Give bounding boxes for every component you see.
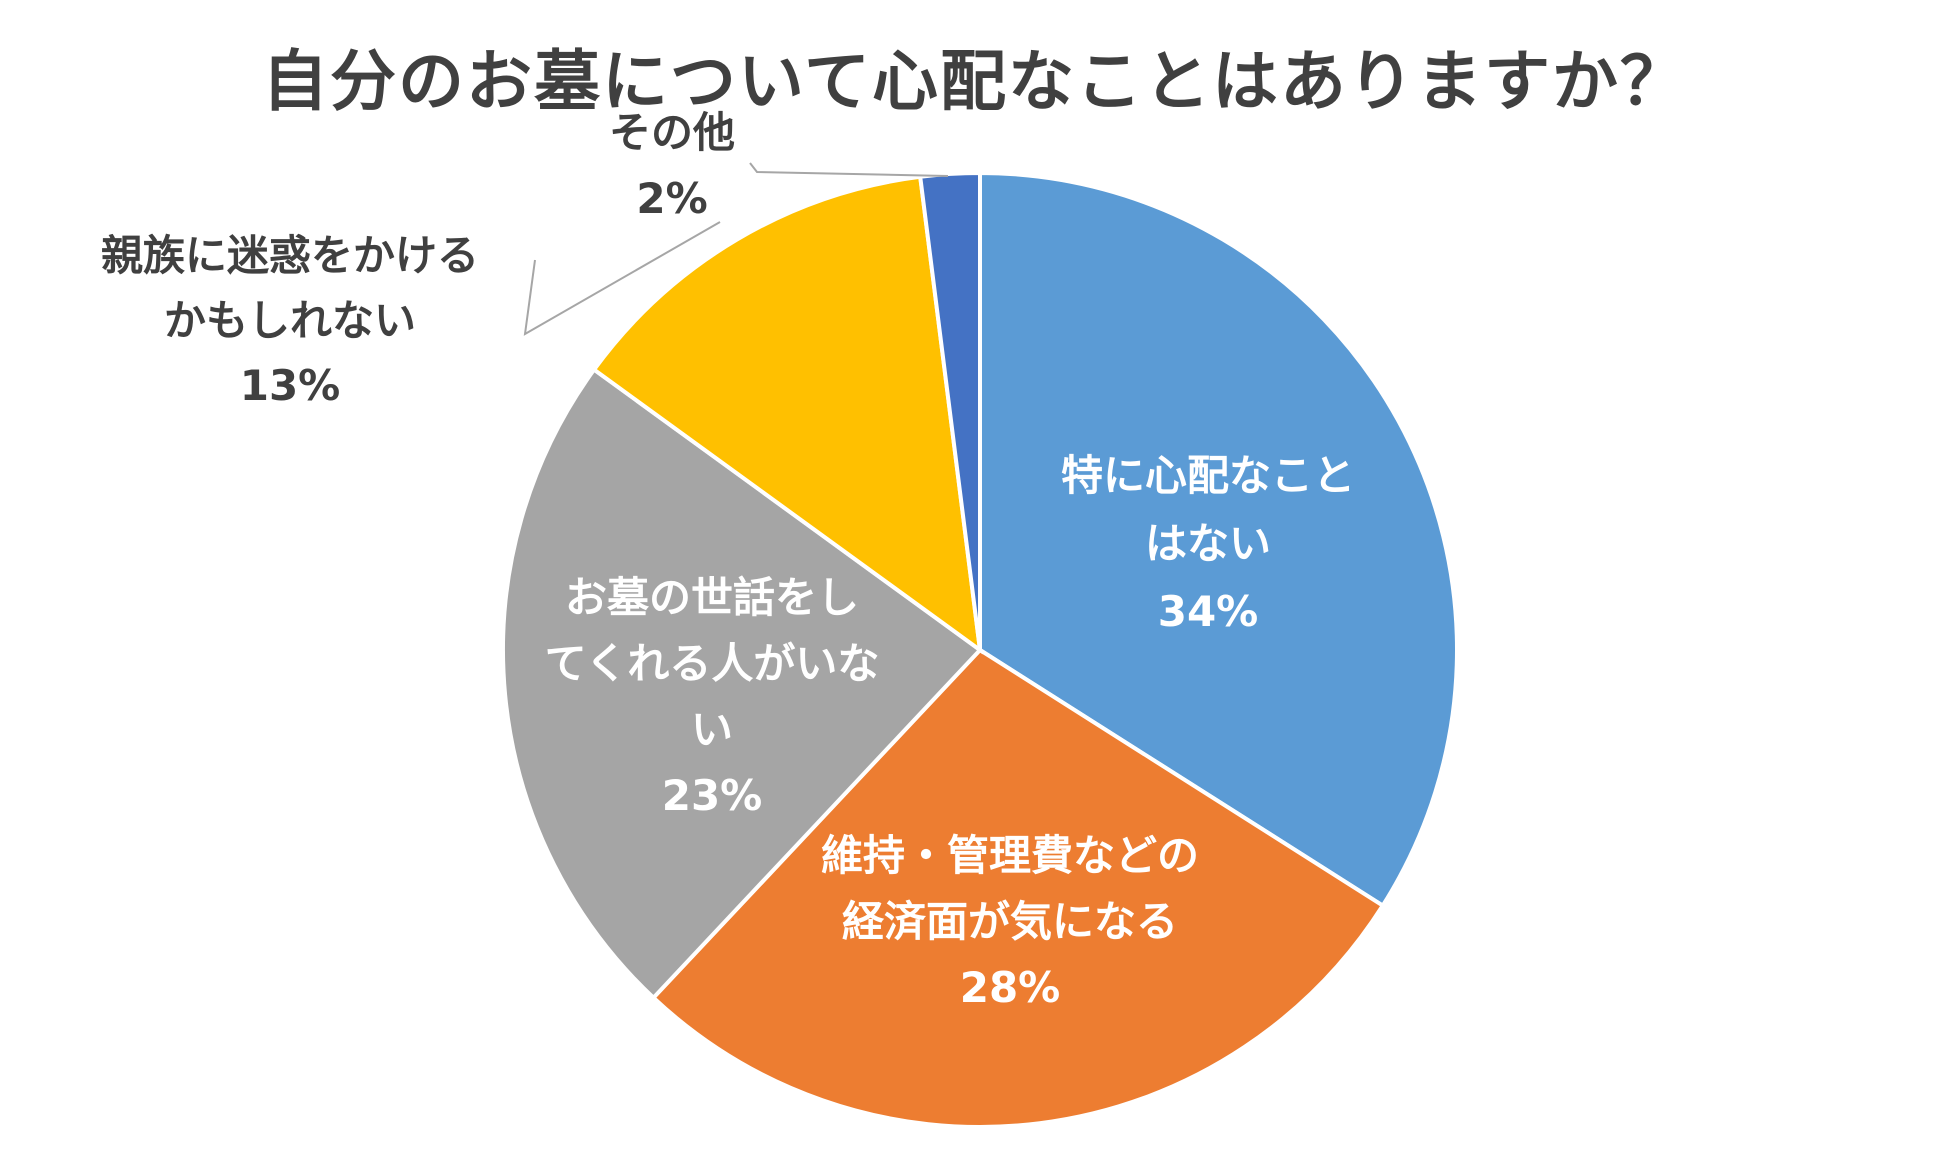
pie-slice-4 bbox=[917, 170, 982, 651]
pie-slice-2 bbox=[501, 366, 984, 1001]
slice-label-4: その他 2% bbox=[609, 108, 735, 223]
leader-line-4 bbox=[749, 162, 949, 177]
leader-lines bbox=[523, 162, 949, 336]
slice-label-3: 親族に迷惑をかけるかもしれない 13% bbox=[101, 231, 479, 410]
pie-slice-3 bbox=[591, 174, 983, 655]
chart-title: 自分のお墓について心配なことはありますか？ bbox=[261, 43, 1689, 120]
slice-labels: 特に心配なことはない 34% 維持・管理費などの経済面が気になる 28%お墓の世話をし… bbox=[101, 108, 1355, 1012]
slice-label-2: お墓の世話をしてくれる人がいない 23% bbox=[545, 573, 880, 820]
slice-label-0: 特に心配なことはない 34% bbox=[1061, 451, 1355, 636]
leader-line-3 bbox=[523, 221, 721, 336]
slice-label-1: 維持・管理費などの経済面が気になる 28% bbox=[821, 831, 1199, 1012]
pie-slice-1 bbox=[650, 647, 1386, 1129]
pie-slice-0 bbox=[978, 170, 1459, 909]
pie-slices bbox=[501, 170, 1459, 1129]
